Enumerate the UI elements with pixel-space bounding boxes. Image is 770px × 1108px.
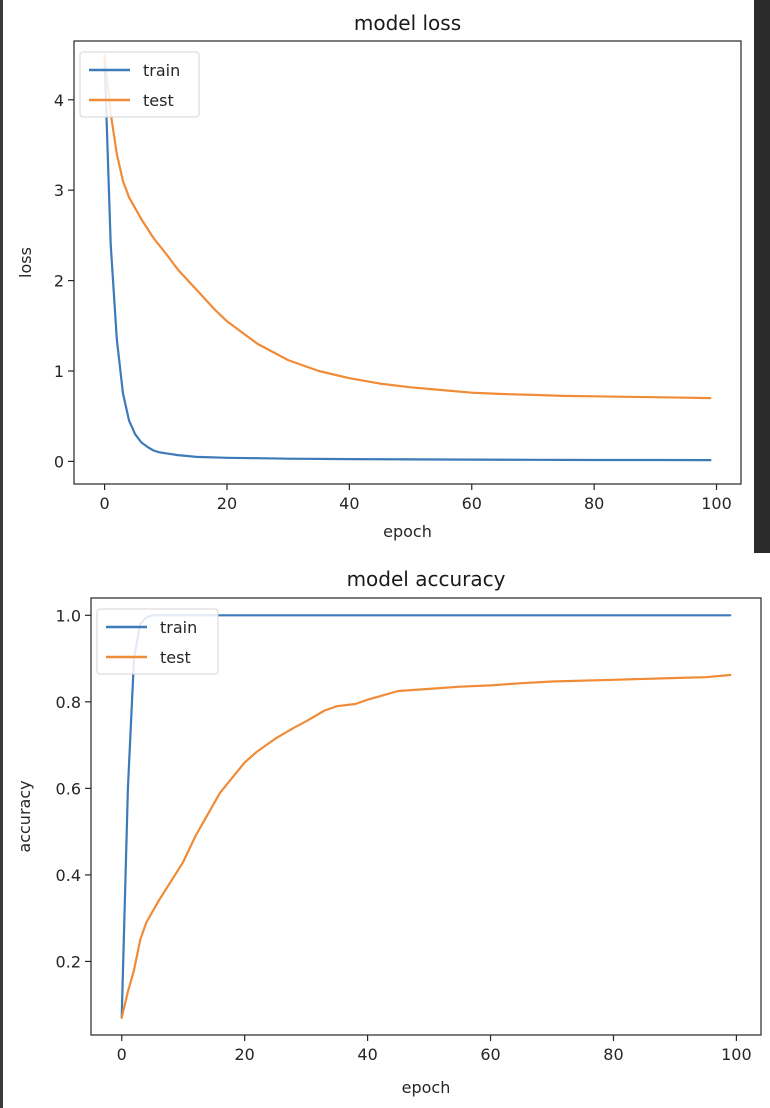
legend: train test — [79, 51, 200, 118]
loss-chart: model loss 0 20 40 60 80 100 0 1 2 3 4 epoch loss trai… — [16, 11, 742, 541]
series-line-test — [120, 673, 732, 1019]
legend-label-test: test — [143, 91, 174, 110]
legend-label-train: train — [143, 61, 180, 80]
x-axis-label: epoch — [402, 1078, 451, 1097]
window-edge-left — [0, 0, 3, 1108]
x-tick-label: 60 — [462, 494, 482, 513]
legend-box — [96, 608, 219, 675]
x-tick-label: 0 — [100, 494, 110, 513]
y-tick-label: 1.0 — [56, 606, 81, 625]
legend: train test — [96, 608, 219, 675]
y-axis-label: accuracy — [15, 780, 34, 852]
x-axis-label: epoch — [383, 522, 432, 541]
x-tick-label: 80 — [603, 1045, 623, 1064]
y-tick-label: 0.6 — [56, 779, 81, 798]
y-tick-label: 0 — [54, 452, 64, 471]
x-tick-label: 100 — [721, 1045, 752, 1064]
series-line-test — [103, 53, 712, 400]
legend-box — [79, 51, 200, 118]
y-tick-label: 4 — [54, 91, 64, 110]
x-tick-label: 20 — [217, 494, 237, 513]
y-tick-label: 0.2 — [56, 952, 81, 971]
series-line-train — [103, 57, 712, 462]
chart-title: model accuracy — [347, 567, 506, 591]
x-tick-label: 40 — [357, 1045, 377, 1064]
x-tick-label: 0 — [117, 1045, 127, 1064]
legend-label-test: test — [160, 648, 191, 667]
x-tick-label: 80 — [584, 494, 604, 513]
y-tick-label: 2 — [54, 272, 64, 291]
plot-frame — [73, 40, 742, 485]
series-line-train — [120, 614, 732, 1019]
x-tick-label: 100 — [701, 494, 732, 513]
legend-label-train: train — [160, 618, 197, 637]
x-tick-label: 20 — [234, 1045, 254, 1064]
y-tick-label: 0.8 — [56, 693, 81, 712]
plot-frame — [90, 597, 762, 1036]
accuracy-chart: model accuracy 0 20 40 60 80 100 0.2 0.4 0.6 0.8 1.… — [15, 567, 762, 1097]
y-tick-label: 3 — [54, 181, 64, 200]
x-tick-label: 60 — [480, 1045, 500, 1064]
chart-title: model loss — [354, 11, 461, 35]
x-tick-label: 40 — [339, 494, 359, 513]
y-tick-label: 0.4 — [56, 866, 81, 885]
y-tick-label: 1 — [54, 362, 64, 381]
window-edge-right — [754, 0, 770, 553]
y-axis-label: loss — [16, 247, 35, 278]
